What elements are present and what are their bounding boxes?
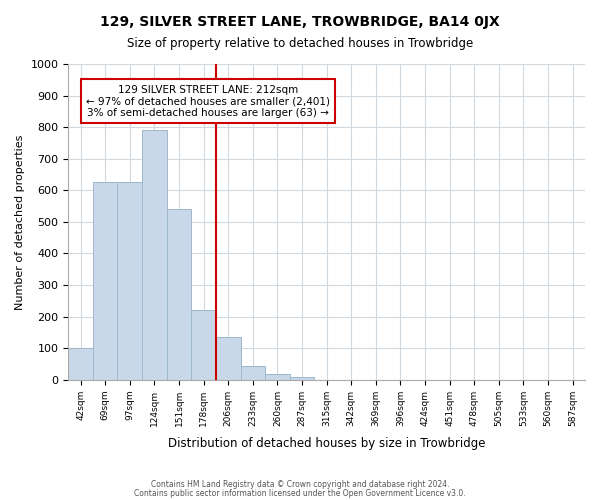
Text: 129, SILVER STREET LANE, TROWBRIDGE, BA14 0JX: 129, SILVER STREET LANE, TROWBRIDGE, BA1… xyxy=(100,15,500,29)
Text: Contains HM Land Registry data © Crown copyright and database right 2024.: Contains HM Land Registry data © Crown c… xyxy=(151,480,449,489)
Bar xyxy=(142,130,167,380)
Bar xyxy=(118,182,142,380)
Bar xyxy=(216,337,241,380)
Text: 129 SILVER STREET LANE: 212sqm
← 97% of detached houses are smaller (2,401)
3% o: 129 SILVER STREET LANE: 212sqm ← 97% of … xyxy=(86,84,330,117)
Y-axis label: Number of detached properties: Number of detached properties xyxy=(15,134,25,310)
Bar xyxy=(241,366,265,380)
Bar xyxy=(68,348,93,380)
Text: Contains public sector information licensed under the Open Government Licence v3: Contains public sector information licen… xyxy=(134,488,466,498)
Bar xyxy=(265,374,290,380)
X-axis label: Distribution of detached houses by size in Trowbridge: Distribution of detached houses by size … xyxy=(168,437,485,450)
Text: Size of property relative to detached houses in Trowbridge: Size of property relative to detached ho… xyxy=(127,38,473,51)
Bar xyxy=(167,210,191,380)
Bar xyxy=(290,376,314,380)
Bar xyxy=(93,182,118,380)
Bar xyxy=(191,310,216,380)
